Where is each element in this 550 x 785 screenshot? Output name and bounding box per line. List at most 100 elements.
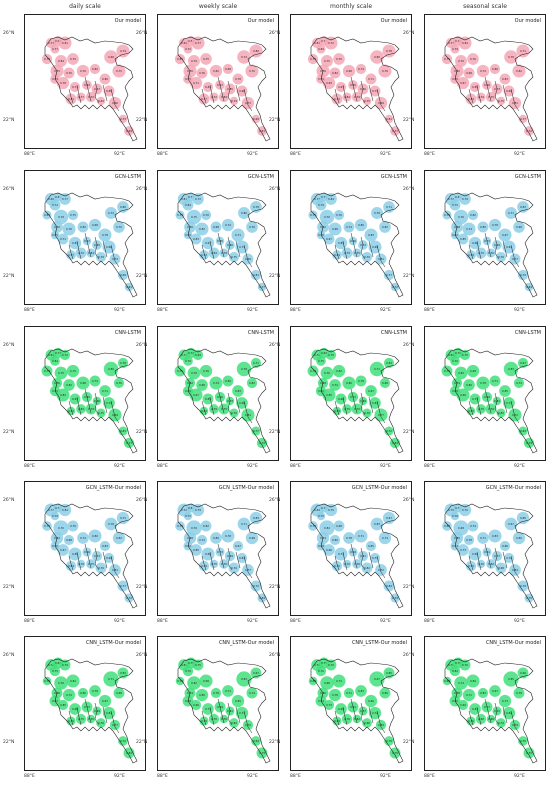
station-marker [477, 221, 489, 233]
station-value: 0.68 [516, 225, 522, 229]
station-marker [202, 81, 214, 93]
river-line [334, 555, 340, 571]
station-marker [228, 251, 240, 263]
station-value: 0.73 [245, 101, 251, 105]
panel-title: GCN-LSTM [380, 174, 407, 180]
station-marker [454, 676, 468, 690]
column-title: weekly scale [198, 3, 238, 10]
station-value: 0.81 [55, 195, 61, 199]
panel-title: CNN_LSTM-Our model [218, 640, 274, 646]
station-value: 0.80 [346, 381, 352, 385]
station-marker [466, 250, 476, 260]
station-value: 0.75 [310, 213, 316, 217]
station-marker [54, 366, 68, 380]
station-marker [222, 685, 234, 697]
station-marker [50, 44, 60, 54]
x-tick-label: 92°E [114, 152, 125, 157]
station-marker [354, 218, 368, 232]
station-value: 0.67 [368, 389, 374, 393]
station-value: 0.66 [106, 245, 112, 249]
river-line [350, 76, 358, 102]
station-value: 0.68 [213, 225, 219, 229]
station-marker [463, 67, 475, 79]
station-marker [351, 91, 363, 103]
station-value: 0.72 [455, 39, 461, 43]
station-marker [59, 659, 71, 671]
station-value: 0.66 [72, 707, 78, 711]
station-marker [505, 207, 517, 219]
panel-title: CNN_LSTM-Our model [485, 640, 541, 646]
river-line [484, 232, 492, 258]
station-value: 0.68 [199, 383, 205, 387]
river-line [102, 396, 108, 414]
station-marker [315, 665, 327, 677]
station-marker [457, 233, 469, 245]
station-marker [365, 73, 377, 85]
panel-title: Our model [380, 18, 407, 24]
station-value: 0.74 [470, 524, 476, 528]
x-tick-label: 92°E [247, 774, 258, 779]
station-value: 0.73 [205, 707, 211, 711]
station-value: 0.79 [392, 596, 398, 600]
station-marker [369, 85, 381, 97]
station-marker [469, 81, 481, 93]
map-panel-r2-c3: 0.84 0.79 0.75 0.70 0.76 0.82 0.68 0.74 0.80 0.78… [424, 326, 546, 461]
station-value: 0.75 [452, 203, 458, 207]
station-marker [503, 397, 515, 409]
station-value: 0.67 [72, 397, 78, 401]
station-value: 0.70 [455, 661, 461, 665]
station-marker [113, 687, 125, 699]
station-value: 0.75 [98, 411, 104, 415]
station-value: 0.71 [346, 691, 352, 695]
station-value: 0.73 [502, 699, 508, 703]
map-panel-r3-c0: 0.77 0.72 0.84 0.79 0.75 0.70 0.76 0.82 0.68 0.74… [24, 481, 146, 616]
station-value: 0.76 [58, 681, 64, 685]
station-value: 0.82 [66, 383, 72, 387]
station-value: 0.82 [498, 411, 504, 415]
x-tick-label: 92°E [380, 774, 391, 779]
station-value: 0.76 [458, 215, 464, 219]
station-value: 0.82 [478, 717, 484, 721]
station-marker [467, 53, 479, 65]
station-marker [375, 253, 387, 265]
x-tick-label: 88°E [290, 308, 301, 313]
station-value: 0.71 [102, 389, 108, 393]
station-marker [251, 736, 261, 746]
station-marker [175, 521, 185, 531]
station-value: 0.68 [66, 538, 72, 542]
station-marker [332, 716, 342, 726]
country-outline [310, 503, 404, 609]
river-line [476, 396, 482, 416]
station-value: 0.80 [80, 691, 86, 695]
y-tick-label: 22°N [403, 585, 415, 590]
station-value: 0.80 [466, 383, 472, 387]
x-tick-label: 88°E [290, 464, 301, 469]
station-value: 0.85 [106, 89, 112, 93]
station-value: 0.79 [452, 47, 458, 51]
station-marker [466, 364, 480, 378]
station-value: 0.73 [112, 257, 118, 261]
y-tick-label: 22°N [136, 274, 148, 279]
station-value: 0.84 [378, 723, 384, 727]
station-marker [187, 676, 201, 690]
station-marker [124, 282, 134, 292]
station-value: 0.70 [526, 751, 532, 755]
station-marker [241, 96, 255, 110]
station-marker [229, 408, 239, 418]
x-tick-label: 92°E [247, 152, 258, 157]
station-value: 0.76 [354, 562, 360, 566]
x-tick-label: 88°E [24, 619, 35, 624]
river-line [342, 396, 348, 416]
station-value: 0.77 [68, 253, 74, 257]
panel-title: GCN_LSTM-Our model [85, 485, 141, 491]
river-line [476, 240, 482, 260]
station-value: 0.82 [332, 71, 338, 75]
station-value: 0.69 [126, 129, 132, 133]
station-marker [199, 716, 209, 726]
station-marker [195, 222, 209, 236]
station-marker [200, 520, 212, 532]
station-value: 0.78 [346, 536, 352, 540]
station-marker [390, 593, 400, 603]
station-marker [355, 375, 367, 387]
station-marker [57, 544, 69, 556]
